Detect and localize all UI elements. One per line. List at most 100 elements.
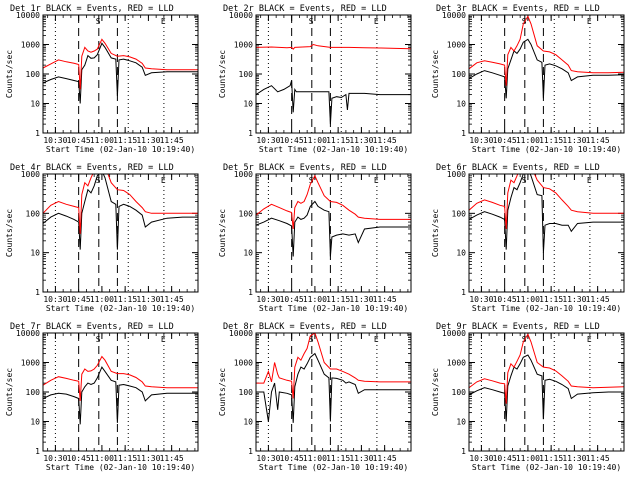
y-tick-label: 100 <box>452 70 467 79</box>
x-tick-label: 11:30 <box>349 136 373 145</box>
y-tick-label: 100 <box>452 209 467 218</box>
plot-frame <box>42 173 199 293</box>
y-tick-label: 1 <box>35 129 40 138</box>
y-tick-label: 1000 <box>234 359 253 368</box>
x-axis-label: Start Time (02-Jan-10 10:19:40) <box>472 304 621 313</box>
x-tick-label: 10:45 <box>67 454 91 463</box>
y-tick-label: 10 <box>243 418 253 427</box>
y-tick-label: 10 <box>30 418 40 427</box>
y-tick-label: 1 <box>461 447 466 456</box>
events-series-line <box>256 200 411 257</box>
x-tick-label: 11:45 <box>373 136 397 145</box>
x-tick-label: 11:30 <box>562 295 586 304</box>
events-series-line <box>256 80 411 125</box>
time-marker-label: E <box>161 17 166 26</box>
x-tick-label: 10:30 <box>469 136 493 145</box>
y-tick-label: 1 <box>461 288 466 297</box>
y-tick-label: 1000 <box>447 170 466 179</box>
x-tick-label: 10:45 <box>67 136 91 145</box>
events-series-line <box>469 174 624 253</box>
time-marker-label: S <box>309 335 314 344</box>
x-tick-label: 11:45 <box>160 136 184 145</box>
x-tick-label: 11:00 <box>516 454 540 463</box>
time-marker-label: S <box>96 17 101 26</box>
y-tick-label: 10 <box>30 249 40 258</box>
y-tick-label: 10 <box>456 100 466 109</box>
x-tick-label: 10:45 <box>280 454 304 463</box>
x-tick-label: 11:45 <box>586 454 610 463</box>
lld-series-line <box>469 333 624 404</box>
y-axis-label: Counts/sec <box>5 209 14 257</box>
events-series-line <box>469 38 624 99</box>
time-marker-label: S <box>309 17 314 26</box>
y-tick-label: 10 <box>30 100 40 109</box>
time-marker-label: E <box>587 176 592 185</box>
plot-frame <box>255 332 412 452</box>
y-tick-label: 1 <box>248 129 253 138</box>
x-tick-label: 11:15 <box>113 295 137 304</box>
plot-frame <box>255 173 412 293</box>
x-axis-label: Start Time (02-Jan-10 10:19:40) <box>472 463 621 472</box>
x-tick-label: 11:00 <box>90 136 114 145</box>
plot-frame <box>255 14 412 134</box>
panel-title: Det 5r BLACK = Events, RED = LLD <box>223 163 387 173</box>
y-tick-label: 10000 <box>442 329 466 338</box>
y-axis-label: Counts/sec <box>5 368 14 416</box>
lld-series-line <box>256 333 411 399</box>
x-tick-label: 11:30 <box>136 295 160 304</box>
x-tick-label: 11:30 <box>562 136 586 145</box>
x-tick-label: 11:45 <box>586 295 610 304</box>
plot-frame <box>468 14 625 134</box>
time-marker-label: E <box>587 335 592 344</box>
y-tick-label: 100 <box>26 70 41 79</box>
time-marker-label: E <box>587 17 592 26</box>
y-tick-label: 1 <box>248 447 253 456</box>
plot-frame <box>42 332 199 452</box>
time-marker-label: E <box>374 335 379 344</box>
panel-2: Det 2r BLACK = Events, RED = LLD Counts/s… <box>218 4 412 154</box>
x-tick-label: 10:30 <box>43 454 67 463</box>
x-tick-label: 10:30 <box>469 454 493 463</box>
y-axis-label: Counts/sec <box>218 209 227 257</box>
x-tick-label: 10:45 <box>280 136 304 145</box>
x-tick-label: 11:00 <box>90 454 114 463</box>
lld-series-line <box>469 174 624 230</box>
lld-series-line <box>43 38 198 90</box>
panel-title: Det 2r BLACK = Events, RED = LLD <box>223 4 387 14</box>
x-tick-label: 11:00 <box>303 295 327 304</box>
x-tick-label: 11:30 <box>136 136 160 145</box>
x-tick-label: 11:15 <box>326 295 350 304</box>
panel-3: Det 3r BLACK = Events, RED = LLD Counts/s… <box>431 4 625 154</box>
x-tick-label: 11:00 <box>516 136 540 145</box>
y-tick-label: 100 <box>26 209 41 218</box>
y-tick-label: 10000 <box>229 11 253 20</box>
y-tick-label: 1 <box>35 288 40 297</box>
y-tick-label: 100 <box>26 388 41 397</box>
plot-frame <box>468 332 625 452</box>
x-tick-label: 11:30 <box>349 295 373 304</box>
x-tick-label: 11:30 <box>136 454 160 463</box>
events-series-line <box>43 174 198 250</box>
x-tick-label: 11:15 <box>539 454 563 463</box>
x-tick-label: 11:45 <box>160 454 184 463</box>
y-tick-label: 10000 <box>16 11 40 20</box>
events-series-line <box>256 352 411 423</box>
x-tick-label: 11:15 <box>326 454 350 463</box>
x-tick-label: 10:45 <box>493 136 517 145</box>
x-tick-label: 11:45 <box>373 454 397 463</box>
panel-7: Det 7r BLACK = Events, RED = LLD Counts/s… <box>5 322 199 472</box>
events-series-line <box>43 42 198 104</box>
y-tick-label: 1000 <box>447 41 466 50</box>
panel-4: Det 4r BLACK = Events, RED = LLD Counts/s… <box>5 163 199 313</box>
x-tick-label: 10:30 <box>43 136 67 145</box>
time-marker-label: E <box>374 176 379 185</box>
y-tick-label: 1 <box>248 288 253 297</box>
panel-title: Det 3r BLACK = Events, RED = LLD <box>436 4 600 14</box>
panel-1: Det 1r BLACK = Events, RED = LLD Counts/s… <box>5 4 199 154</box>
y-tick-label: 1000 <box>234 170 253 179</box>
y-tick-label: 1000 <box>21 41 40 50</box>
time-marker-label: E <box>161 335 166 344</box>
y-axis-label: Counts/sec <box>5 50 14 98</box>
